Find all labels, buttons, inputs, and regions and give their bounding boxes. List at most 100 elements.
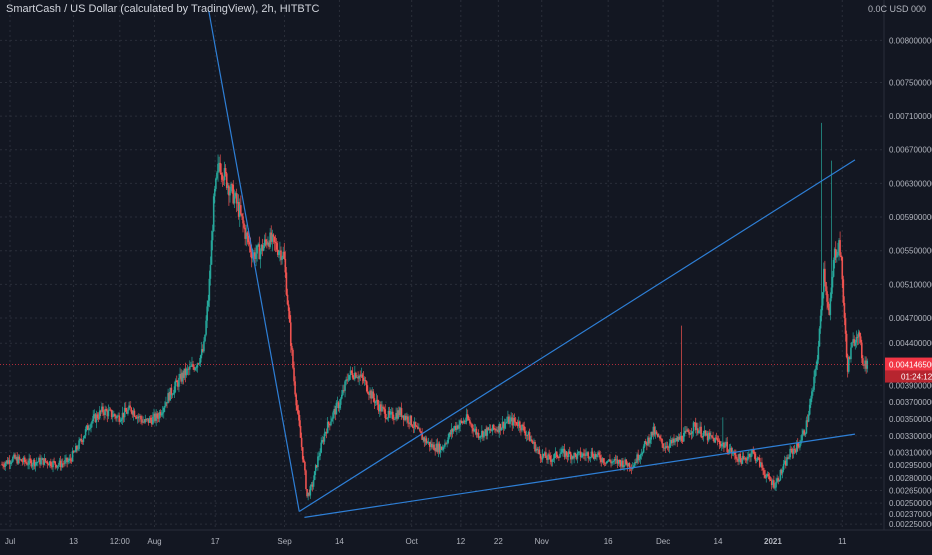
candle-body <box>134 411 136 417</box>
candle-body <box>255 254 257 259</box>
candle-body <box>90 424 92 428</box>
candle-body <box>178 378 180 387</box>
candle-body <box>583 453 585 454</box>
candle-body <box>433 445 435 451</box>
candle-body <box>797 443 799 446</box>
candle-body <box>698 431 700 433</box>
candle-body <box>85 429 87 435</box>
candle-body <box>788 457 790 459</box>
candle-body <box>382 407 384 408</box>
candle-body <box>681 436 683 441</box>
candle-body <box>209 279 211 301</box>
candle-body <box>394 419 396 420</box>
candle-body <box>612 461 614 462</box>
candle-body <box>587 452 589 458</box>
candle-body <box>121 420 123 422</box>
candle-body <box>230 184 232 191</box>
candle-body <box>778 480 780 482</box>
candle-body <box>339 405 341 408</box>
candle-body <box>692 431 694 433</box>
candle-body <box>4 463 6 467</box>
candle-body <box>412 425 414 427</box>
y-tick-label: 0.0025000000 <box>889 499 932 508</box>
x-tick-label: 13 <box>69 537 78 546</box>
candle-body <box>585 453 587 456</box>
x-tick-label: Dec <box>656 537 670 546</box>
candle-body <box>501 428 503 431</box>
candle-body <box>127 410 129 414</box>
currency-label[interactable]: 0.0C USD 000 <box>868 4 926 14</box>
candle-body <box>815 365 817 369</box>
candle-body <box>336 403 338 414</box>
candle-body <box>12 457 14 461</box>
candle-body <box>473 430 475 432</box>
candle-body <box>300 426 302 438</box>
candle-body <box>351 371 353 373</box>
candle-body <box>415 422 417 427</box>
candle-body <box>789 449 791 457</box>
candle-body <box>283 252 285 259</box>
candle-body <box>114 414 116 416</box>
candle-body <box>217 164 219 173</box>
candle-body <box>45 458 47 461</box>
candle-body <box>299 415 301 426</box>
y-tick-label: 0.0037000000 <box>889 398 932 407</box>
candle-body <box>324 434 326 442</box>
y-tick-label: 0.0026500000 <box>889 486 932 495</box>
candle-body <box>506 422 508 423</box>
candle-body <box>129 406 131 408</box>
candle-body <box>687 429 689 432</box>
candle-body <box>211 240 213 264</box>
candle-body <box>150 418 152 420</box>
candle-body <box>581 456 583 457</box>
candle-body <box>365 380 367 381</box>
candle-body <box>285 259 287 273</box>
candle-body <box>118 416 120 422</box>
candle-body <box>750 454 752 458</box>
candle-body <box>752 450 754 452</box>
candle-body <box>794 449 796 450</box>
y-tick-label: 0.0063000000 <box>889 179 932 188</box>
candle-body <box>649 440 651 444</box>
candle-body <box>222 175 224 180</box>
candle-body <box>442 447 444 449</box>
candle-body <box>80 439 82 441</box>
candle-body <box>709 433 711 436</box>
candle-body <box>276 243 278 250</box>
x-tick-label: 14 <box>335 537 344 546</box>
x-tick-label: 11 <box>838 537 847 546</box>
candle-body <box>862 358 864 364</box>
candle-body <box>58 465 60 466</box>
candle-body <box>275 242 277 243</box>
candle-body <box>633 465 635 467</box>
candle-body <box>711 435 713 437</box>
candle-body <box>196 367 198 368</box>
candle-body <box>383 408 385 410</box>
candle-body <box>265 239 267 241</box>
candle-body <box>850 348 852 360</box>
candle-body <box>296 405 298 410</box>
candle-body <box>470 423 472 424</box>
candle-body <box>384 409 386 418</box>
x-tick-label: 16 <box>604 537 613 546</box>
candle-body <box>281 257 283 260</box>
candle-body <box>225 168 227 173</box>
y-tick-label: 0.0044000000 <box>889 339 932 348</box>
y-tick-label: 0.0035000000 <box>889 415 932 424</box>
candle-body <box>729 450 731 453</box>
candle-body <box>559 454 561 458</box>
candle-body <box>596 455 598 457</box>
candle-body <box>822 292 824 305</box>
candle-body <box>319 453 321 456</box>
candle-body <box>366 381 368 391</box>
candle-body <box>859 332 861 336</box>
candle-body <box>99 411 101 419</box>
candle-body <box>770 480 772 481</box>
candle-body <box>410 416 412 425</box>
candle-body <box>756 460 758 461</box>
candle-body <box>206 306 208 320</box>
candle-body <box>407 416 409 422</box>
candle-body <box>641 454 643 455</box>
